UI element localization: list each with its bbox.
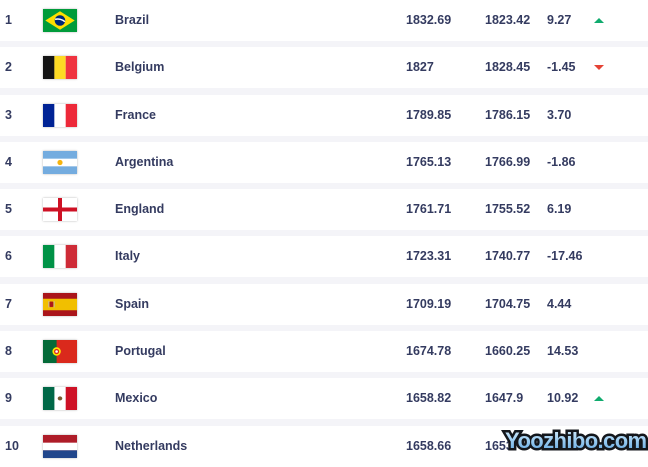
rank-cell: 2 [5,60,12,75]
table-row[interactable]: 8 Portugal 1674.78 1660.25 14.53 [0,331,648,373]
change-cell: 14.53 [547,344,579,359]
previous-points-cell: 1766.99 [485,154,531,169]
previous-points-cell: 1786.15 [485,107,531,122]
table-row[interactable]: 10 Netherlands 1658.66 1653. [0,425,648,467]
trend-up-icon [594,396,604,402]
table-row[interactable]: 5 England 1761.71 1755.52 6.19 [0,189,648,231]
rank-cell: 8 [5,344,12,359]
table-row[interactable]: 7 Spain 1709.19 1704.75 4.44 [0,283,648,325]
points-cell: 1765.13 [406,154,452,169]
previous-points-cell: 1647.9 [485,391,524,406]
rank-cell: 1 [5,13,12,27]
france-flag-icon [43,103,77,127]
change-cell: -1.86 [547,154,576,169]
table-row[interactable]: 9 Mexico 1658.82 1647.9 10.92 [0,378,648,420]
points-cell: 1761.71 [406,202,452,217]
previous-points-cell: 1823.42 [485,13,531,27]
points-cell: 1658.82 [406,391,452,406]
rank-cell: 4 [5,154,12,169]
change-cell: 3.70 [547,107,572,122]
previous-points-cell: 1755.52 [485,202,531,217]
italy-flag-icon [43,245,77,269]
previous-points-cell: 1740.77 [485,249,531,264]
country-name[interactable]: Argentina [115,154,174,169]
points-cell: 1658.66 [406,438,452,453]
country-name[interactable]: France [115,107,156,122]
england-flag-icon [43,198,77,222]
change-cell: -1.45 [547,60,576,75]
rank-cell: 6 [5,249,12,264]
table-row[interactable]: 1 Brazil 1832.69 1823.42 9.27 [0,0,648,41]
country-name[interactable]: Brazil [115,13,150,27]
points-cell: 1789.85 [406,107,452,122]
table-row[interactable]: 6 Italy 1723.31 1740.77 -17.46 [0,236,648,278]
belgium-flag-icon [43,56,77,80]
rank-cell: 10 [5,438,19,453]
mexico-flag-icon [43,387,77,411]
country-name[interactable]: Belgium [115,60,165,75]
country-name[interactable]: England [115,202,165,217]
previous-points-cell: 1660.25 [485,344,531,359]
country-name[interactable]: Netherlands [115,438,188,453]
change-cell: 10.92 [547,391,579,406]
table-row[interactable]: 3 France 1789.85 1786.15 3.70 [0,94,648,136]
argentina-flag-icon [43,150,77,174]
rank-cell: 3 [5,107,12,122]
country-name[interactable]: Italy [115,249,141,264]
previous-points-cell: 1704.75 [485,296,531,311]
portugal-flag-icon [43,340,77,364]
table-row[interactable]: 4 Argentina 1765.13 1766.99 -1.86 [0,141,648,183]
previous-points-cell: 1828.45 [485,60,531,75]
change-cell: 4.44 [547,296,572,311]
change-cell: 9.27 [547,13,572,27]
rank-cell: 7 [5,296,12,311]
rank-cell: 9 [5,391,12,406]
netherlands-flag-icon [43,434,77,458]
brazil-flag-icon [43,9,77,32]
change-cell: -17.46 [547,249,583,264]
country-name[interactable]: Portugal [115,344,166,359]
change-cell: 6.19 [547,202,572,217]
points-cell: 1827 [406,60,434,75]
country-name[interactable]: Spain [115,296,150,311]
points-cell: 1709.19 [406,296,452,311]
spain-flag-icon [43,292,77,316]
points-cell: 1723.31 [406,249,452,264]
points-cell: 1674.78 [406,344,452,359]
table-row[interactable]: 2 Belgium 1827 1828.45 -1.45 [0,47,648,89]
rank-cell: 5 [5,202,12,217]
points-cell: 1832.69 [406,13,452,27]
previous-points-cell: 1653. [485,438,517,453]
trend-down-icon [594,65,604,71]
trend-up-icon [594,18,604,23]
country-name[interactable]: Mexico [115,391,158,406]
